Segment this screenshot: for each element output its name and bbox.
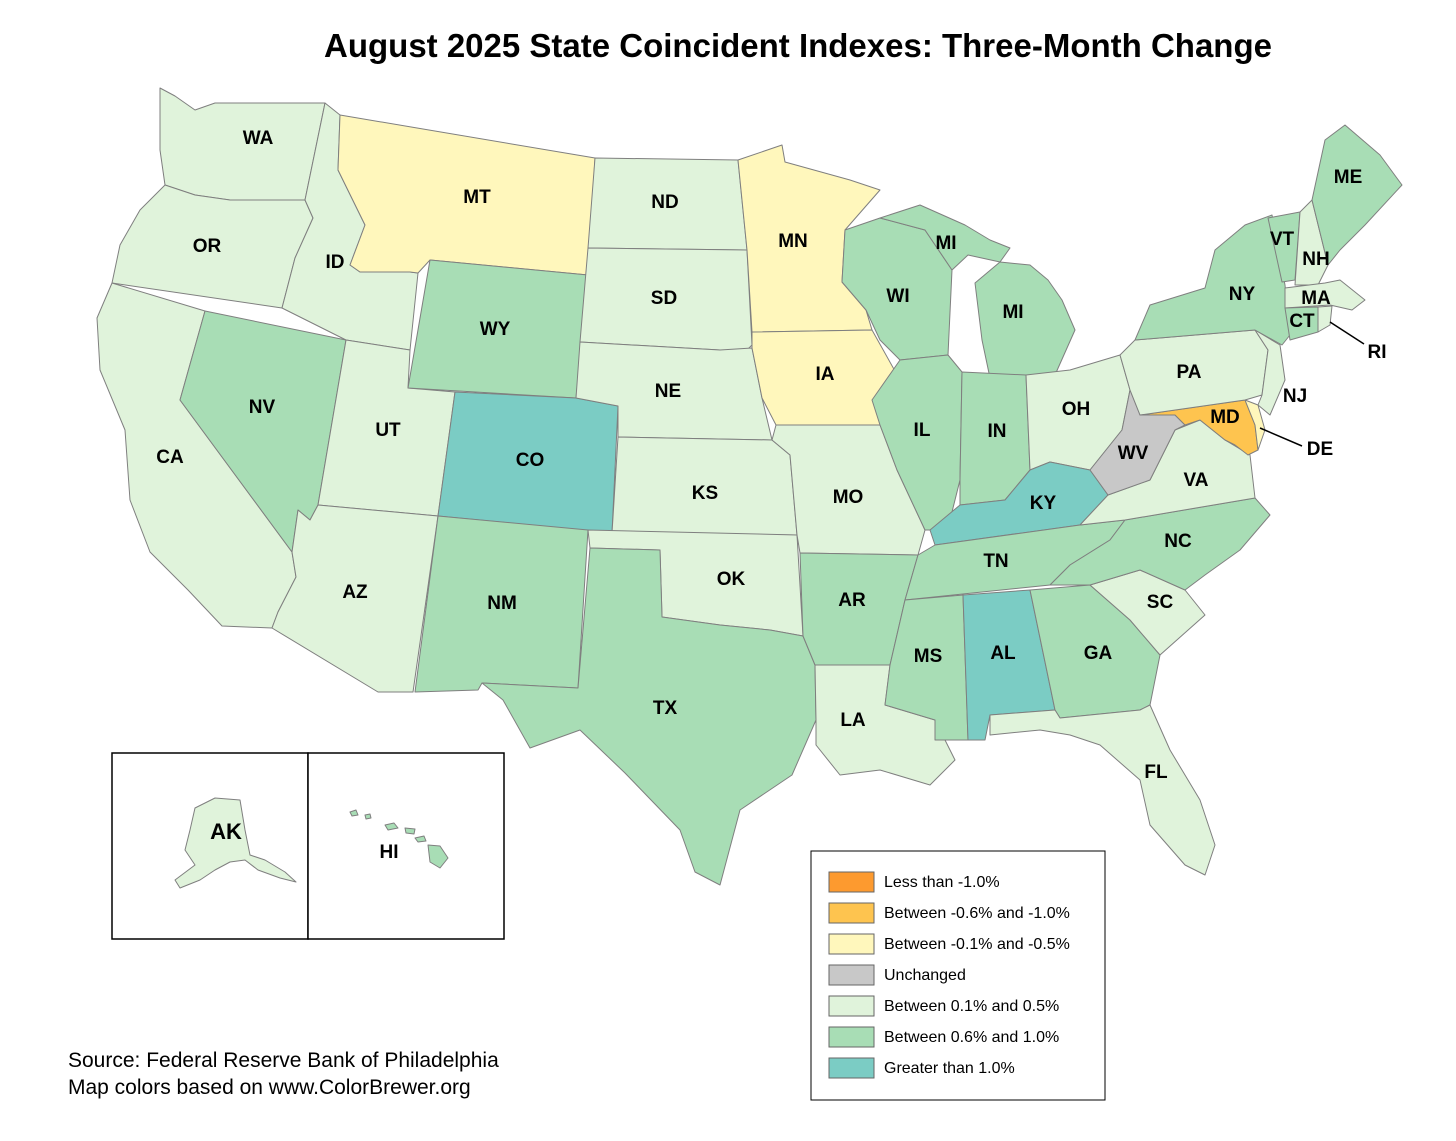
label-IN: IN	[988, 421, 1007, 442]
label-NV: NV	[249, 397, 276, 418]
label-NH: NH	[1302, 249, 1329, 270]
label-LA: LA	[840, 710, 866, 731]
label-UT: UT	[375, 420, 401, 441]
source-line-2: Map colors based on www.ColorBrewer.org	[68, 1076, 471, 1099]
label-MN: MN	[778, 231, 808, 252]
state-NH[interactable]	[1294, 199, 1329, 286]
label-PA: PA	[1177, 362, 1202, 383]
label-SD: SD	[651, 288, 677, 309]
label-AL: AL	[990, 643, 1016, 664]
label-GA: GA	[1084, 643, 1113, 664]
label-KS: KS	[692, 483, 718, 504]
label-KY: KY	[1030, 493, 1057, 514]
state-ME[interactable]	[1311, 124, 1403, 266]
label-CT: CT	[1289, 311, 1315, 332]
state-RI[interactable]	[1317, 305, 1333, 333]
label-OK: OK	[717, 569, 746, 590]
label-OR: OR	[193, 236, 222, 257]
label-VA: VA	[1184, 470, 1209, 491]
inset-hawaii: HI	[307, 752, 505, 940]
label-NJ: NJ	[1283, 386, 1307, 407]
legend-swatch-2	[828, 933, 875, 955]
label-AK: AK	[210, 819, 242, 844]
label-TX: TX	[653, 698, 678, 719]
legend-swatch-0	[828, 871, 875, 893]
state-TX[interactable]	[481, 547, 817, 886]
state-NJ[interactable]	[1254, 329, 1286, 416]
legend-label-2: Between -0.1% and -0.5%	[884, 936, 1070, 953]
state-FL[interactable]	[989, 704, 1216, 876]
label-SC: SC	[1147, 592, 1174, 613]
state-AZ[interactable]	[271, 504, 439, 693]
legend-label-1: Between -0.6% and -1.0%	[884, 905, 1070, 922]
label-MT: MT	[463, 187, 491, 208]
label-TN: TN	[983, 551, 1008, 572]
state-AK[interactable]	[174, 797, 297, 889]
legend-swatch-1	[828, 902, 875, 924]
legend-label-3: Unchanged	[884, 967, 966, 984]
label-MA: MA	[1301, 288, 1331, 309]
label-CA: CA	[156, 447, 184, 468]
state-NY[interactable]	[1134, 214, 1291, 346]
legend: Less than -1.0% Between -0.6% and -1.0% Be…	[810, 850, 1106, 1101]
state-CO[interactable]	[437, 391, 619, 534]
label-HI: HI	[380, 842, 399, 863]
label-NM: NM	[487, 593, 517, 614]
legend-label-6: Greater than 1.0%	[884, 1060, 1015, 1077]
legend-label-0: Less than -1.0%	[884, 874, 1000, 891]
state-MI[interactable]	[974, 261, 1076, 379]
label-ME: ME	[1334, 167, 1363, 188]
state-DE[interactable]	[1244, 399, 1266, 451]
label-ND: ND	[651, 192, 678, 213]
label-MI: MI	[1002, 302, 1023, 323]
legend-swatch-3	[828, 964, 875, 986]
state-MI-upper[interactable]	[879, 204, 1011, 271]
label-IA: IA	[816, 364, 835, 385]
label-AZ: AZ	[342, 582, 368, 603]
label-ID: ID	[326, 252, 345, 273]
label-NE: NE	[655, 381, 681, 402]
label-NC: NC	[1164, 531, 1192, 552]
source-line-1: Source: Federal Reserve Bank of Philadel…	[68, 1049, 499, 1072]
label-FL: FL	[1144, 762, 1168, 783]
legend-swatch-5	[828, 1026, 875, 1048]
label-WA: WA	[243, 128, 274, 149]
state-labels: WA OR CA ID NV UT AZ MT WY CO NM ND SD N…	[156, 128, 1386, 783]
state-NC[interactable]	[1049, 497, 1271, 591]
leader-DE	[1259, 427, 1303, 447]
inset-alaska: AK	[111, 752, 309, 940]
label-IL: IL	[914, 420, 931, 441]
legend-label-5: Between 0.6% and 1.0%	[884, 1029, 1059, 1046]
legend-swatch-6	[828, 1057, 875, 1079]
label-MD: MD	[1210, 407, 1240, 428]
label-MS: MS	[914, 646, 943, 667]
state-HI-islands[interactable]	[349, 809, 449, 869]
legend-label-4: Between 0.1% and 0.5%	[884, 998, 1059, 1015]
label-MO: MO	[833, 487, 864, 508]
leader-RI	[1329, 321, 1365, 345]
map-title: August 2025 State Coincident Indexes: Th…	[324, 27, 1272, 64]
label-AR: AR	[838, 590, 866, 611]
label-WY: WY	[480, 319, 511, 340]
label-NY: NY	[1229, 284, 1256, 305]
label-RI: RI	[1368, 342, 1387, 363]
label-WV: WV	[1118, 443, 1149, 464]
label-CO: CO	[516, 450, 545, 471]
label-WI: WI	[886, 286, 909, 307]
legend-swatch-4	[828, 995, 875, 1017]
label-MI-upper: MI	[935, 233, 956, 254]
states-layer	[96, 87, 1403, 886]
label-DE: DE	[1307, 439, 1333, 460]
label-VT: VT	[1270, 229, 1295, 250]
label-OH: OH	[1062, 399, 1091, 420]
